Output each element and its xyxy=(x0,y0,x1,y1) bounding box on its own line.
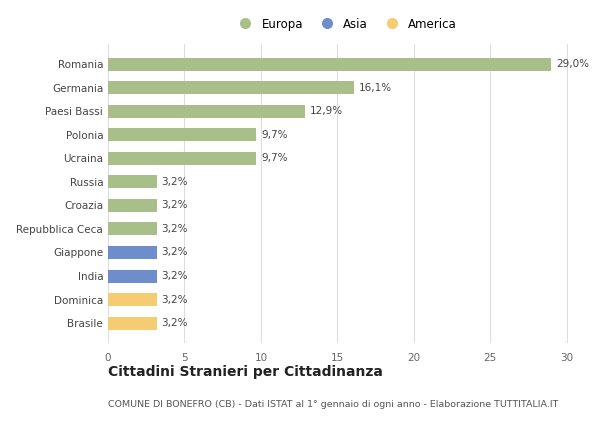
Bar xyxy=(108,223,157,235)
Text: 3,2%: 3,2% xyxy=(161,177,188,187)
Text: 29,0%: 29,0% xyxy=(556,59,589,69)
Bar xyxy=(108,176,157,188)
Text: 12,9%: 12,9% xyxy=(310,106,343,116)
Text: Cittadini Stranieri per Cittadinanza: Cittadini Stranieri per Cittadinanza xyxy=(108,365,383,379)
Bar xyxy=(108,152,256,165)
Bar xyxy=(108,293,157,306)
Bar xyxy=(108,105,305,117)
Text: 16,1%: 16,1% xyxy=(359,83,392,93)
Text: 9,7%: 9,7% xyxy=(261,130,287,140)
Text: 3,2%: 3,2% xyxy=(161,318,188,328)
Bar xyxy=(108,270,157,282)
Bar xyxy=(108,81,354,94)
Text: 3,2%: 3,2% xyxy=(161,247,188,257)
Bar xyxy=(108,246,157,259)
Bar xyxy=(108,317,157,330)
Text: 3,2%: 3,2% xyxy=(161,200,188,210)
Legend: Europa, Asia, America: Europa, Asia, America xyxy=(230,14,460,34)
Text: 3,2%: 3,2% xyxy=(161,224,188,234)
Text: COMUNE DI BONEFRO (CB) - Dati ISTAT al 1° gennaio di ogni anno - Elaborazione TU: COMUNE DI BONEFRO (CB) - Dati ISTAT al 1… xyxy=(108,400,559,409)
Bar xyxy=(108,199,157,212)
Bar xyxy=(108,58,551,70)
Text: 9,7%: 9,7% xyxy=(261,153,287,163)
Text: 3,2%: 3,2% xyxy=(161,271,188,281)
Bar xyxy=(108,128,256,141)
Text: 3,2%: 3,2% xyxy=(161,294,188,304)
